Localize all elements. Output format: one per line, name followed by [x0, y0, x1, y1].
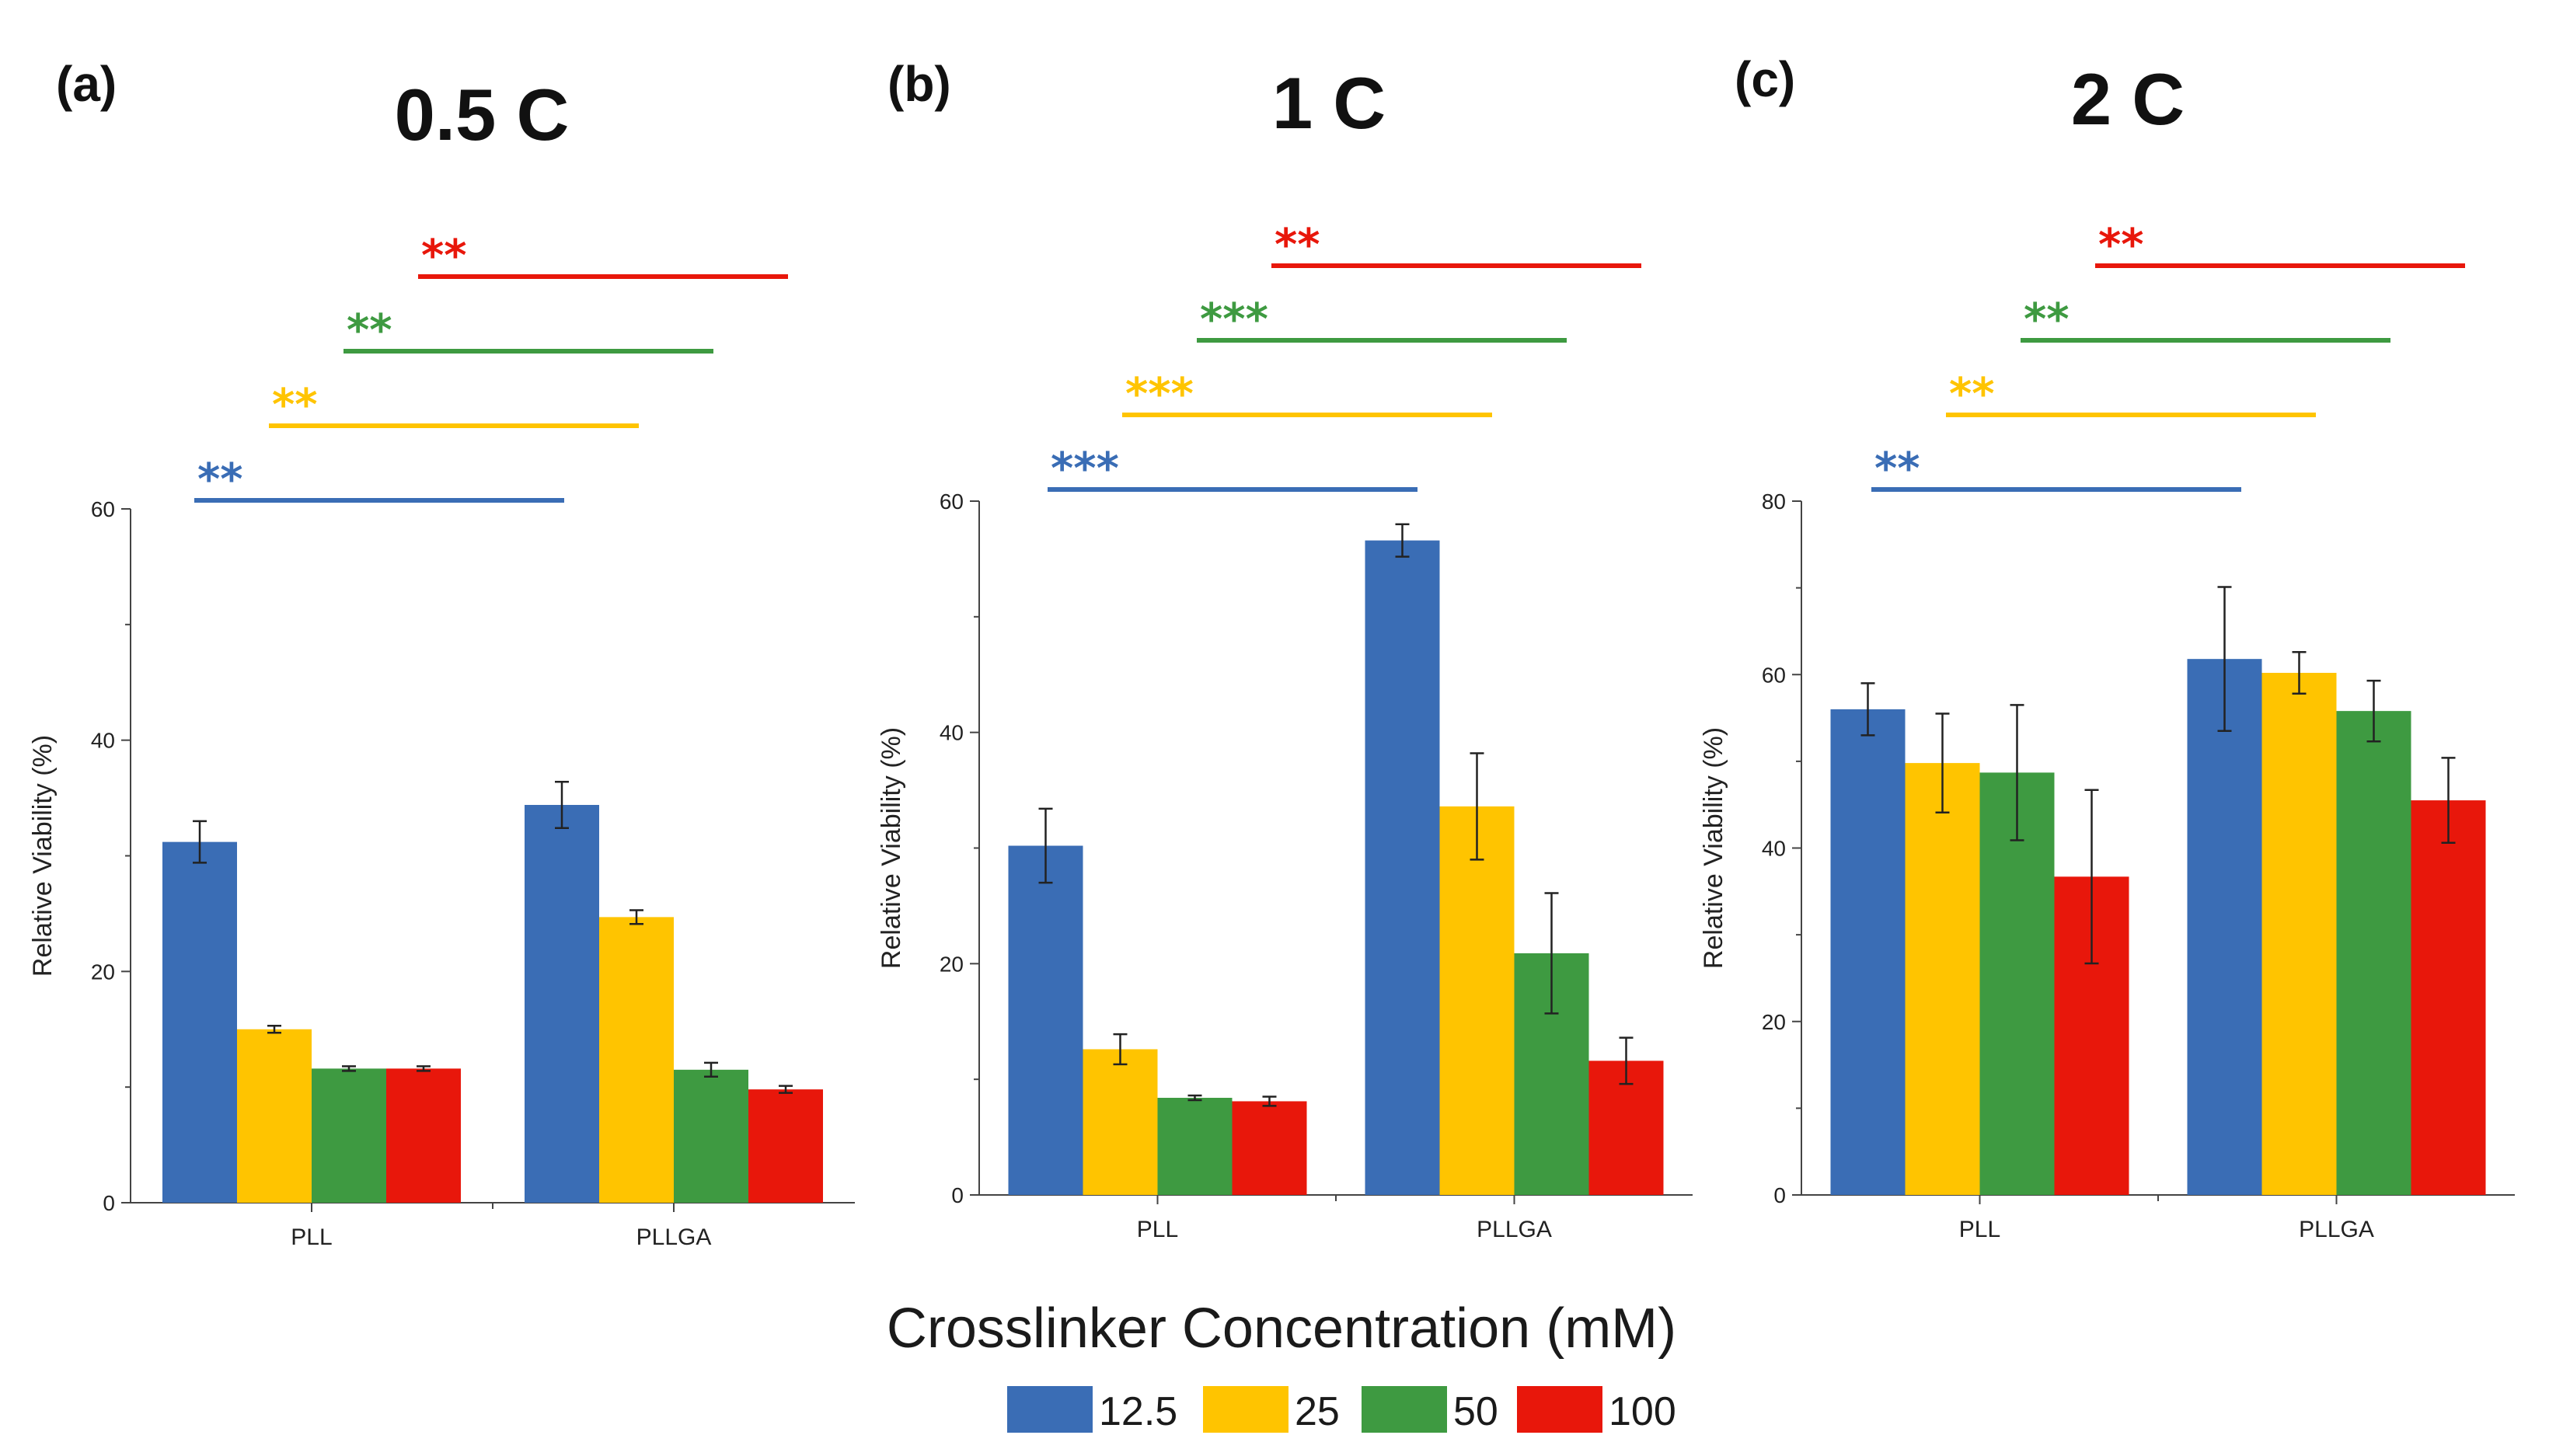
bar-50-pllga: [2336, 711, 2411, 1195]
bar-12_5-pllga: [525, 805, 599, 1203]
legend-swatch-3: [1517, 1386, 1602, 1433]
x-category-label: PLLGA: [2299, 1217, 2374, 1242]
bar-12_5-pll: [1830, 709, 1906, 1195]
y-tick-label: 20: [91, 960, 115, 984]
bar-25-pllga: [1439, 806, 1515, 1195]
y-tick-label: 40: [1762, 837, 1786, 861]
bar-25-pllga: [2261, 673, 2337, 1195]
legend-swatch-2: [1362, 1386, 1447, 1433]
legend-swatch-0: [1007, 1386, 1093, 1433]
chart-panel-2: (c) 2 C 0 20 40 60 80 Relative Viability (%) PLL…: [1699, 51, 2515, 1242]
bar-12_5-pll: [162, 841, 237, 1203]
significance-stars: **: [2098, 220, 2144, 270]
panel-title: 0.5 C: [395, 74, 570, 155]
bar-25-pll: [237, 1029, 312, 1203]
bar-50-pll: [312, 1068, 386, 1203]
bar-50-pllga: [674, 1069, 748, 1203]
y-tick-label: 0: [103, 1191, 115, 1215]
y-tick-label: 60: [91, 497, 115, 521]
y-axis-label: Relative Viability (%): [28, 735, 58, 977]
panel-title: 2 C: [2071, 58, 2185, 140]
y-tick-label: 40: [940, 721, 964, 745]
chart-panel-0: (a) 0.5 C 0 20 40 60 Relative Viability (%) PLL…: [28, 56, 855, 1250]
bar-50-pll: [1979, 772, 2055, 1195]
significance-stars: ***: [1200, 294, 1268, 345]
significance-stars: **: [1874, 444, 1920, 494]
significance-stars: ***: [1051, 444, 1119, 494]
legend-label: 100: [1609, 1389, 1676, 1434]
x-category-label: PLLGA: [636, 1224, 712, 1250]
x-axis-label: Crosslinker Concentration (mM): [887, 1298, 1676, 1360]
bar-100-pll: [1232, 1101, 1307, 1195]
legend-label: 12.5: [1099, 1389, 1177, 1434]
bar-25-pllga: [599, 917, 674, 1203]
y-axis-label: Relative Viability (%): [1699, 727, 1728, 969]
bar-100-pll: [386, 1068, 461, 1203]
bar-12_5-pllga: [2187, 659, 2262, 1195]
panel-letter: (b): [887, 56, 951, 112]
bar-25-pll: [1083, 1049, 1158, 1195]
y-tick-label: 0: [951, 1183, 964, 1207]
x-category-label: PLLGA: [1477, 1217, 1552, 1242]
panel-letter: (a): [56, 56, 117, 112]
significance-stars: **: [197, 455, 243, 505]
panel-letter: (c): [1735, 51, 1795, 107]
legend-label: 25: [1295, 1389, 1340, 1434]
panel-title: 1 C: [1272, 62, 1386, 144]
bar-12_5-pll: [1008, 845, 1083, 1195]
bar-100-pllga: [748, 1089, 823, 1203]
chart-panel-1: (b) 1 C 0 20 40 60 Relative Viability (%) PLL PL…: [877, 56, 1693, 1242]
y-tick-label: 60: [940, 489, 964, 514]
y-tick-label: 40: [91, 729, 115, 753]
x-category-label: PLL: [1959, 1217, 2000, 1242]
significance-stars: **: [2024, 294, 2070, 345]
significance-stars: **: [347, 305, 392, 356]
legend: 12.5 25 50 100: [1007, 1386, 1676, 1434]
significance-stars: **: [1949, 369, 1995, 420]
significance-stars: ***: [1125, 369, 1194, 420]
y-tick-label: 80: [1762, 489, 1786, 514]
legend-swatch-1: [1203, 1386, 1288, 1433]
y-tick-label: 20: [1762, 1010, 1786, 1034]
chart-panels: (a) 0.5 C 0 20 40 60 Relative Viability (%) PLL…: [28, 51, 2515, 1250]
significance-stars: **: [1275, 220, 1320, 270]
x-category-label: PLL: [1137, 1217, 1178, 1242]
significance-stars: **: [272, 380, 318, 430]
significance-stars: **: [421, 231, 467, 281]
x-category-label: PLL: [291, 1224, 332, 1250]
bar-50-pll: [1157, 1097, 1233, 1195]
bar-25-pll: [1905, 763, 1980, 1195]
y-axis-label: Relative Viability (%): [877, 727, 906, 969]
y-tick-label: 60: [1762, 663, 1786, 687]
bar-12_5-pllga: [1365, 540, 1440, 1195]
y-tick-label: 0: [1773, 1183, 1786, 1207]
bar-100-pllga: [2411, 800, 2486, 1195]
legend-label: 50: [1453, 1389, 1498, 1434]
y-tick-label: 20: [940, 952, 964, 976]
